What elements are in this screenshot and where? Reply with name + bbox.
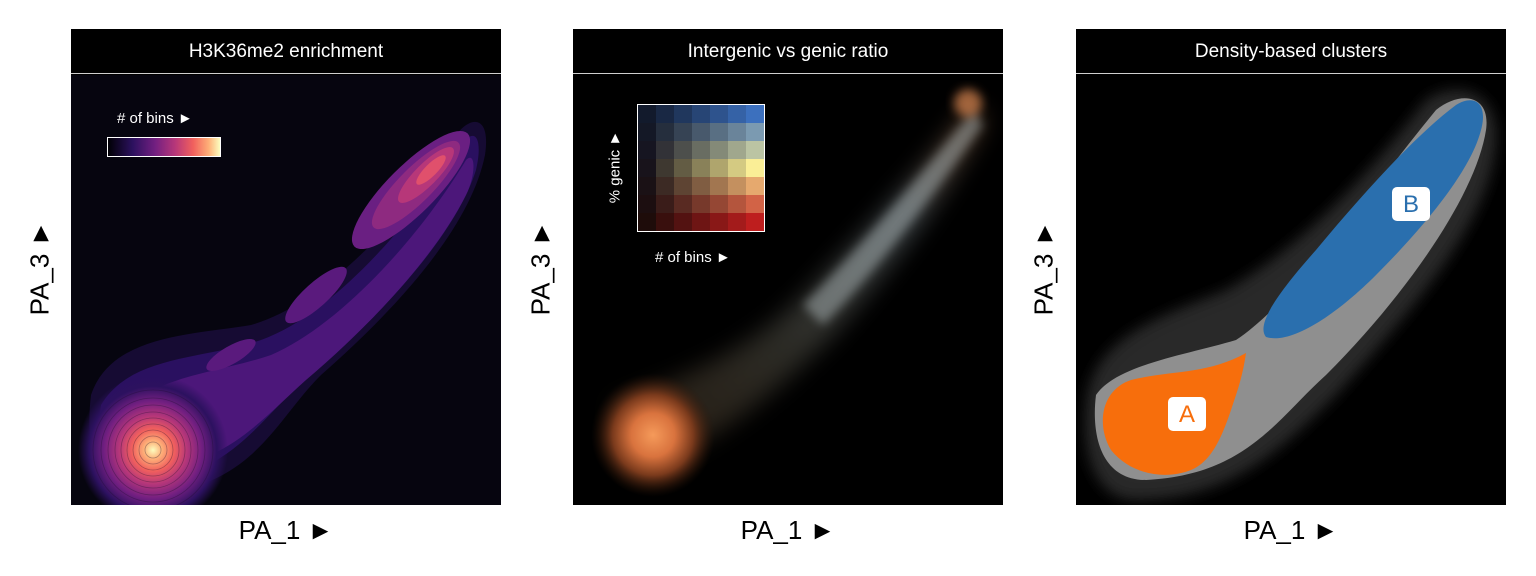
legend-cell bbox=[638, 213, 656, 231]
legend-cell bbox=[674, 141, 692, 159]
legend-cell bbox=[746, 159, 764, 177]
legend-cell bbox=[728, 177, 746, 195]
y-axis-label: PA_3 ► bbox=[1028, 220, 1059, 316]
legend-cell bbox=[692, 105, 710, 123]
panel-title: Density-based clusters bbox=[1076, 29, 1506, 74]
cluster-b-region bbox=[1263, 100, 1484, 339]
legend-cell bbox=[656, 177, 674, 195]
legend-cell bbox=[746, 213, 764, 231]
legend-cell bbox=[692, 177, 710, 195]
legend-cell bbox=[728, 141, 746, 159]
legend-cell bbox=[692, 159, 710, 177]
colorbar bbox=[107, 137, 221, 157]
ratio-ridge bbox=[613, 89, 985, 475]
cluster-panel: Density-based clusters A B bbox=[1076, 29, 1506, 505]
panel-title: H3K36me2 enrichment bbox=[71, 29, 501, 74]
legend-cell bbox=[728, 159, 746, 177]
panel-title: Intergenic vs genic ratio bbox=[573, 29, 1003, 74]
bivariate-legend bbox=[637, 104, 765, 232]
ratio-peak bbox=[591, 373, 715, 497]
legend-cell bbox=[746, 123, 764, 141]
cluster-plot bbox=[1076, 75, 1506, 505]
legend-cell bbox=[674, 177, 692, 195]
contour-lines bbox=[92, 389, 214, 505]
legend-cell bbox=[692, 123, 710, 141]
legend-cell bbox=[638, 141, 656, 159]
legend-cell bbox=[746, 105, 764, 123]
legend-cell bbox=[674, 213, 692, 231]
legend-cell bbox=[656, 195, 674, 213]
legend-cell bbox=[710, 159, 728, 177]
legend-cell bbox=[710, 195, 728, 213]
legend-cell bbox=[728, 195, 746, 213]
legend-cell bbox=[674, 159, 692, 177]
density-panel: H3K36me2 enrichment bbox=[71, 29, 501, 505]
legend-y-label: % genic ► bbox=[606, 130, 624, 204]
legend-cell bbox=[710, 123, 728, 141]
x-axis-label: PA_1 ► bbox=[238, 515, 334, 545]
legend-cell bbox=[728, 213, 746, 231]
cluster-a-label: A bbox=[1168, 397, 1206, 431]
legend-cell bbox=[692, 141, 710, 159]
legend-cell bbox=[692, 195, 710, 213]
density-peak bbox=[78, 375, 228, 505]
y-axis-label: PA_3 ► bbox=[24, 220, 55, 316]
x-axis-label: PA_1 ► bbox=[740, 515, 836, 545]
legend-cell bbox=[746, 177, 764, 195]
legend-cell bbox=[638, 159, 656, 177]
legend-cell bbox=[656, 123, 674, 141]
legend-cell bbox=[656, 141, 674, 159]
colorbar-label: # of bins ► bbox=[117, 110, 193, 127]
legend-cell bbox=[710, 177, 728, 195]
density-plot bbox=[71, 75, 501, 505]
legend-cell bbox=[746, 195, 764, 213]
legend-cell bbox=[710, 141, 728, 159]
legend-cell bbox=[728, 123, 746, 141]
legend-cell bbox=[638, 195, 656, 213]
legend-cell bbox=[638, 105, 656, 123]
legend-cell bbox=[728, 105, 746, 123]
legend-cell bbox=[656, 105, 674, 123]
legend-cell bbox=[710, 105, 728, 123]
legend-cell bbox=[638, 177, 656, 195]
legend-cell bbox=[692, 213, 710, 231]
y-axis-label: PA_3 ► bbox=[525, 220, 556, 316]
legend-x-label: # of bins ► bbox=[655, 249, 731, 266]
legend-cell bbox=[746, 141, 764, 159]
legend-cell bbox=[656, 213, 674, 231]
x-axis-label: PA_1 ► bbox=[1243, 515, 1339, 545]
legend-cell bbox=[674, 123, 692, 141]
cluster-b-label: B bbox=[1392, 187, 1430, 221]
legend-cell bbox=[656, 159, 674, 177]
legend-cell bbox=[674, 195, 692, 213]
ratio-panel: Intergenic vs genic ratio bbox=[573, 29, 1003, 505]
legend-cell bbox=[638, 123, 656, 141]
legend-cell bbox=[674, 105, 692, 123]
legend-cell bbox=[710, 213, 728, 231]
